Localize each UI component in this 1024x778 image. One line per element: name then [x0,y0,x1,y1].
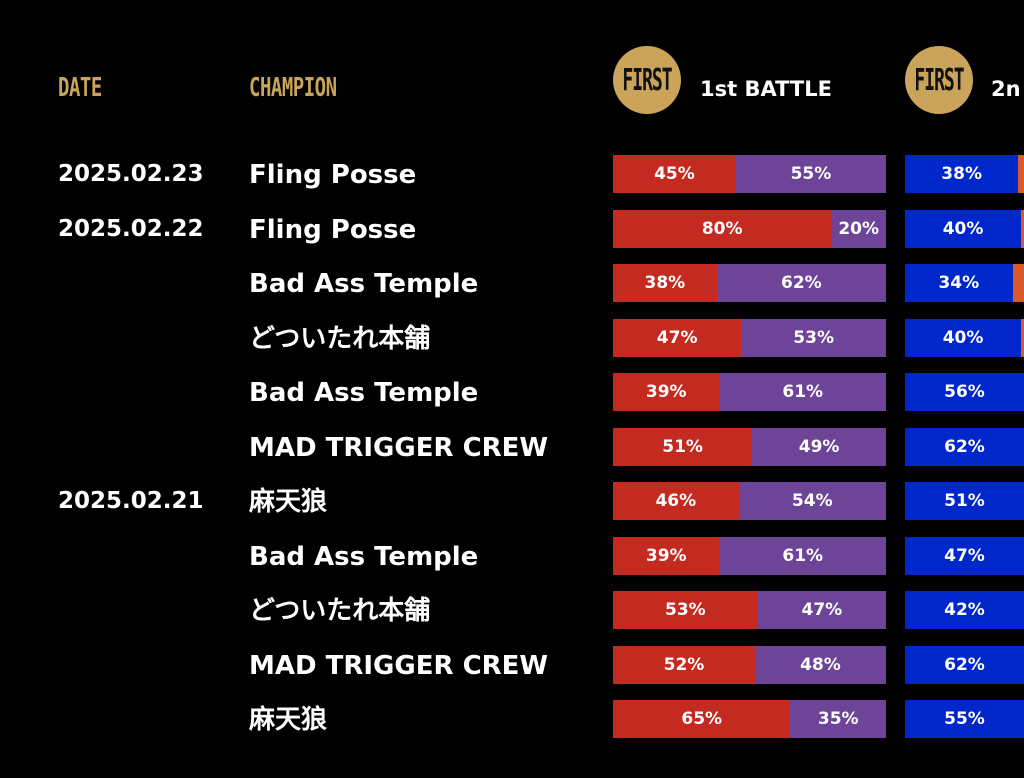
table-row: 2025.02.22 Fling Posse 80% 20% 40% [0,210,1024,248]
table-row: Bad Ass Temple 39% 61% 47% [0,537,1024,575]
battle-1-vote-bar: 38% 62% [613,264,886,302]
table-row: どついたれ本舗 47% 53% 40% [0,319,1024,357]
vote-segment-right [1012,264,1024,302]
champion-column-header: CHAMPION [249,73,337,103]
battle-2-vote-bar: 56% [905,373,1024,411]
table-row: 2025.02.21 麻天狼 46% 54% 51% [0,482,1024,520]
vote-segment-right [1021,319,1024,357]
battle-1-vote-bar: 39% 61% [613,373,886,411]
first-badge-icon: FIRST [613,46,681,114]
vote-segment-right: 54% [738,482,886,520]
row-date: 2025.02.23 [58,161,204,187]
row-champion: Bad Ass Temple [249,542,479,572]
vote-segment-left: 47% [613,319,742,357]
first-badge-text: FIRST [914,62,964,98]
battle-2-vote-bar: 62% [905,646,1024,684]
battle-2-vote-bar: 55% [905,700,1024,738]
battle-2-vote-bar: 62% [905,428,1024,466]
table-row: Bad Ass Temple 38% 62% 34% [0,264,1024,302]
vote-segment-right: 53% [741,319,886,357]
table-row: Bad Ass Temple 39% 61% 56% [0,373,1024,411]
vote-segment-left: 65% [613,700,791,738]
battle-1-vote-bar: 46% 54% [613,482,886,520]
row-champion: Bad Ass Temple [249,378,479,408]
vote-segment-left: 80% [613,210,832,248]
vote-segment-right: 20% [831,210,886,248]
vote-segment-left: 46% [613,482,739,520]
vote-segment-left: 45% [613,155,736,193]
vote-segment-right: 35% [790,700,886,738]
row-champion: MAD TRIGGER CREW [249,433,549,463]
row-champion: 麻天狼 [249,487,328,517]
battle-2-header: 2n [991,77,1021,101]
vote-segment-left: 39% [613,373,720,411]
battle-1-vote-bar: 39% 61% [613,537,886,575]
vote-segment-left: 38% [905,155,1019,193]
vote-segment-left: 39% [613,537,720,575]
vote-segment-right: 49% [752,428,886,466]
vote-segment-left: 40% [905,319,1022,357]
vote-segment-left: 42% [905,591,1024,629]
vote-segment-left: 52% [613,646,755,684]
vote-segment-left: 62% [905,428,1024,466]
battle-2-vote-bar: 47% [905,537,1024,575]
vote-segment-left: 62% [905,646,1024,684]
date-column-header: DATE [58,73,102,103]
table-row: 2025.02.23 Fling Posse 45% 55% 38% [0,155,1024,193]
vote-segment-left: 47% [905,537,1024,575]
row-date: 2025.02.22 [58,216,204,242]
row-date: 2025.02.21 [58,488,204,514]
row-champion: どついたれ本舗 [249,596,431,626]
vote-segment-right: 48% [754,646,886,684]
first-badge-text: FIRST [622,62,672,98]
battle-1-vote-bar: 45% 55% [613,155,886,193]
row-champion: 麻天狼 [249,705,328,735]
table-row: MAD TRIGGER CREW 51% 49% 62% [0,428,1024,466]
battle-1-vote-bar: 53% 47% [613,591,886,629]
vote-segment-left: 56% [905,373,1024,411]
battle-2-vote-bar: 42% [905,591,1024,629]
battle-2-vote-bar: 40% [905,319,1024,357]
battle-2-vote-bar: 38% [905,155,1024,193]
vote-segment-left: 38% [613,264,717,302]
vote-segment-left: 55% [905,700,1024,738]
battle-2-vote-bar: 51% [905,482,1024,520]
battle-1-vote-bar: 51% 49% [613,428,886,466]
table-row: 麻天狼 65% 35% 55% [0,700,1024,738]
table-row: MAD TRIGGER CREW 52% 48% 62% [0,646,1024,684]
row-champion: Fling Posse [249,160,417,190]
vote-segment-left: 53% [613,591,758,629]
vote-segment-left: 51% [905,482,1024,520]
row-champion: Bad Ass Temple [249,269,479,299]
battle-1-vote-bar: 65% 35% [613,700,886,738]
vote-segment-right [1018,155,1024,193]
battle-1-vote-bar: 52% 48% [613,646,886,684]
battle-2-vote-bar: 40% [905,210,1024,248]
vote-segment-right: 61% [719,373,886,411]
battle-2-vote-bar: 34% [905,264,1024,302]
row-champion: どついたれ本舗 [249,324,431,354]
row-champion: MAD TRIGGER CREW [249,651,549,681]
vote-segment-left: 40% [905,210,1022,248]
vote-segment-left: 34% [905,264,1013,302]
battle-1-vote-bar: 47% 53% [613,319,886,357]
vote-segment-left: 51% [613,428,753,466]
table-row: どついたれ本舗 53% 47% 42% [0,591,1024,629]
battle-1-vote-bar: 80% 20% [613,210,886,248]
first-badge-icon: FIRST [905,46,973,114]
vote-segment-right: 47% [757,591,886,629]
row-champion: Fling Posse [249,215,417,245]
vote-segment-right: 61% [719,537,886,575]
vote-segment-right: 55% [735,155,886,193]
vote-segment-right [1021,210,1024,248]
battle-1-header: 1st BATTLE [700,77,832,101]
vote-segment-right: 62% [716,264,886,302]
